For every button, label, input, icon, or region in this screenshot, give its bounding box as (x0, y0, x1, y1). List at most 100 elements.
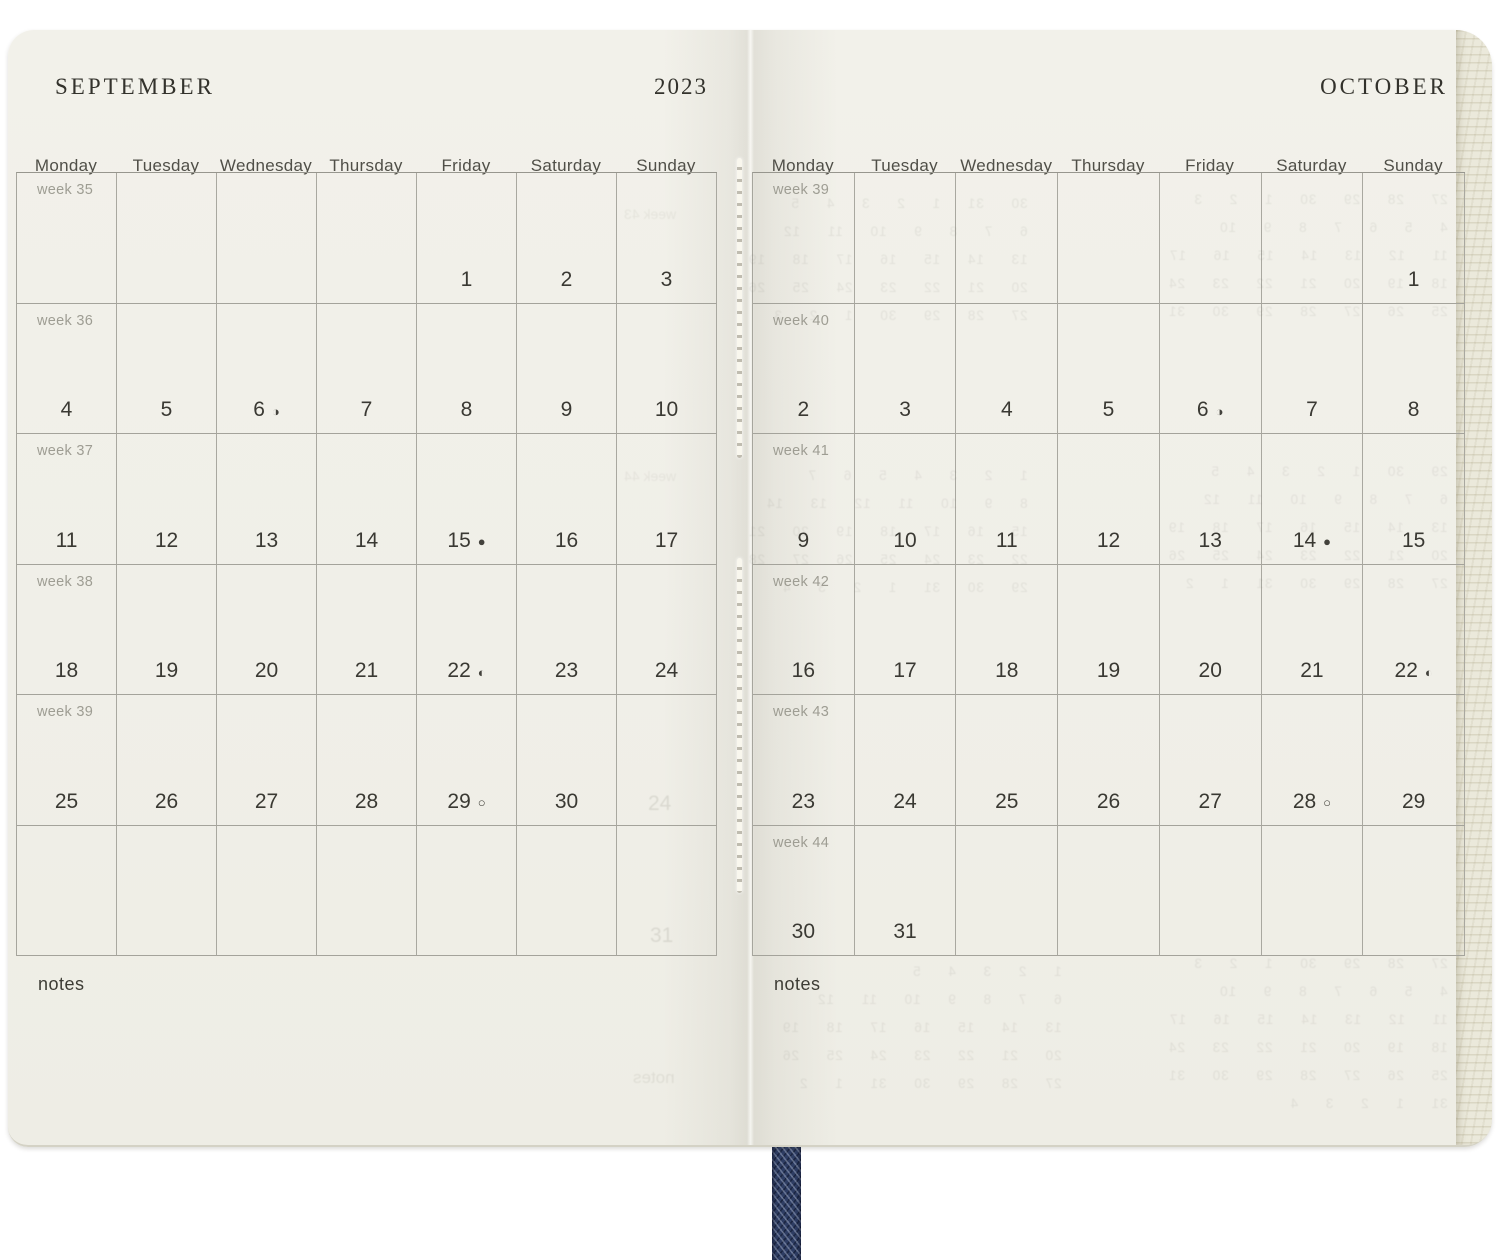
ghost-line: 31 1 2 3 4 (1289, 1096, 1448, 1111)
date-number: 23 (791, 789, 816, 813)
date-number: 26 (154, 789, 179, 813)
date: 7 (317, 398, 416, 422)
date-number: 30 (554, 789, 579, 813)
week-number-label: week 39 (37, 704, 94, 720)
date: 12 (1058, 529, 1159, 553)
calendar-cell (1159, 825, 1262, 956)
calendar-cell: 13 (217, 434, 317, 565)
date-number: 18 (995, 659, 1019, 682)
calendar-cell (956, 825, 1059, 956)
moon-phase-icon: ◑ (1215, 403, 1224, 419)
date: 21 (317, 659, 416, 683)
calendar-cell (317, 173, 417, 304)
date: 10 (855, 529, 956, 553)
notes-label: notes (774, 974, 821, 994)
calendar-cell (117, 825, 217, 956)
calendar-cell (1058, 173, 1160, 304)
date-number: 17 (654, 528, 679, 552)
date-number: 8 (1407, 398, 1420, 421)
date-number: 17 (893, 659, 917, 682)
date-number: 24 (893, 789, 917, 813)
day-header: Tuesday (871, 156, 938, 175)
date-number: 7 (360, 398, 373, 421)
date: 26 (1058, 790, 1159, 814)
date: 28 ○ (1262, 790, 1363, 814)
date: 2 (517, 268, 616, 292)
day-header: Sunday (636, 156, 696, 175)
date-number: 29 (1401, 789, 1426, 813)
moon-phase-icon: ● (1323, 534, 1332, 549)
ghost-line: 1 2 3 4 5 (912, 964, 1062, 979)
moon-phase-icon: ● (477, 534, 486, 549)
moon-phase-icon: ◐ (477, 664, 486, 680)
date-number: 5 (160, 398, 173, 421)
day-header-row-september: Monday Tuesday Wednesday Thursday Friday Satu… (16, 150, 716, 176)
date-number: 4 (1000, 398, 1013, 421)
calendar-cell: 6 ◑ (1159, 303, 1262, 434)
calendar-cell: 15 (1363, 434, 1465, 565)
day-header: Monday (771, 156, 834, 175)
date-number: 7 (1306, 398, 1318, 421)
calendar-cell: week 39 (753, 173, 855, 304)
date: 27 (1160, 790, 1261, 814)
date-number: 25 (54, 789, 79, 813)
date: 8 (417, 398, 516, 422)
date: 23 (753, 790, 854, 814)
calendar-cell: week 43 23 (753, 695, 855, 826)
date: 7 (1262, 398, 1363, 422)
calendar-cell: 19 (117, 564, 217, 695)
calendar-cell: 24 (854, 695, 957, 826)
date: 19 (1058, 659, 1159, 683)
date: 24 (855, 790, 956, 814)
calendar-cell (956, 173, 1059, 304)
date: 2 (753, 398, 854, 422)
date: 20 (217, 659, 316, 683)
day-header: Sunday (1383, 156, 1443, 175)
date-number: 30 (791, 920, 816, 943)
date: 12 (117, 529, 216, 553)
date-number: 22 (1394, 659, 1418, 682)
date-number: 16 (791, 659, 816, 682)
calendar-grid-october: week 39 1 week 40 2 3 4 5 6 ◑ 7 8 week 41 9 10 11 12 13 1… (752, 172, 1465, 956)
ghost-line: 20 21 22 23 24 25 26 (782, 1048, 1062, 1063)
ghost-line: 13 14 15 16 17 18 19 (782, 1020, 1062, 1035)
day-header: Friday (441, 156, 491, 175)
date-number: 8 (460, 398, 473, 421)
calendar-cell: 29 (1363, 695, 1465, 826)
calendar-cell: 22 ◐ (1363, 564, 1465, 695)
date: 18 (17, 659, 116, 683)
date-number: 12 (1096, 528, 1121, 552)
calendar-cell: 14 (317, 434, 417, 565)
date-number: 27 (254, 789, 279, 813)
day-header: Saturday (1276, 156, 1347, 175)
date-number: 28 (1292, 789, 1317, 813)
calendar-cell: 14 ● (1261, 434, 1364, 565)
date: 31 (855, 920, 956, 944)
date: 15 (1363, 529, 1464, 553)
ghost-line: 11 12 13 14 15 16 17 (1169, 1012, 1448, 1027)
calendar-cell: 2 (517, 173, 617, 304)
date: 5 (117, 398, 216, 422)
week-number-label: week 42 (773, 573, 830, 590)
date-number: 13 (254, 528, 279, 552)
date: 18 (956, 659, 1057, 683)
date: 23 (517, 659, 616, 683)
date-number: 2 (560, 267, 573, 291)
moon-phase-icon: ○ (477, 795, 486, 810)
date: 28 (317, 790, 416, 814)
date-number: 19 (1096, 659, 1121, 682)
date-number: 6 (253, 398, 265, 421)
calendar-cell: 22 ◐ (417, 564, 517, 695)
date: 1 (1363, 268, 1464, 292)
date: 27 (217, 790, 316, 814)
calendar-cell: 21 (317, 564, 417, 695)
calendar-cell: 23 (517, 564, 617, 695)
calendar-cell (17, 825, 117, 956)
calendar-cell: week 42 16 (753, 564, 855, 695)
date-number: 14 (1292, 528, 1317, 552)
week-number-label: week 37 (37, 443, 94, 459)
date: 29 ○ (417, 790, 516, 814)
calendar-cell (217, 173, 317, 304)
date-number: 11 (55, 528, 78, 552)
date: 4 (17, 398, 116, 422)
